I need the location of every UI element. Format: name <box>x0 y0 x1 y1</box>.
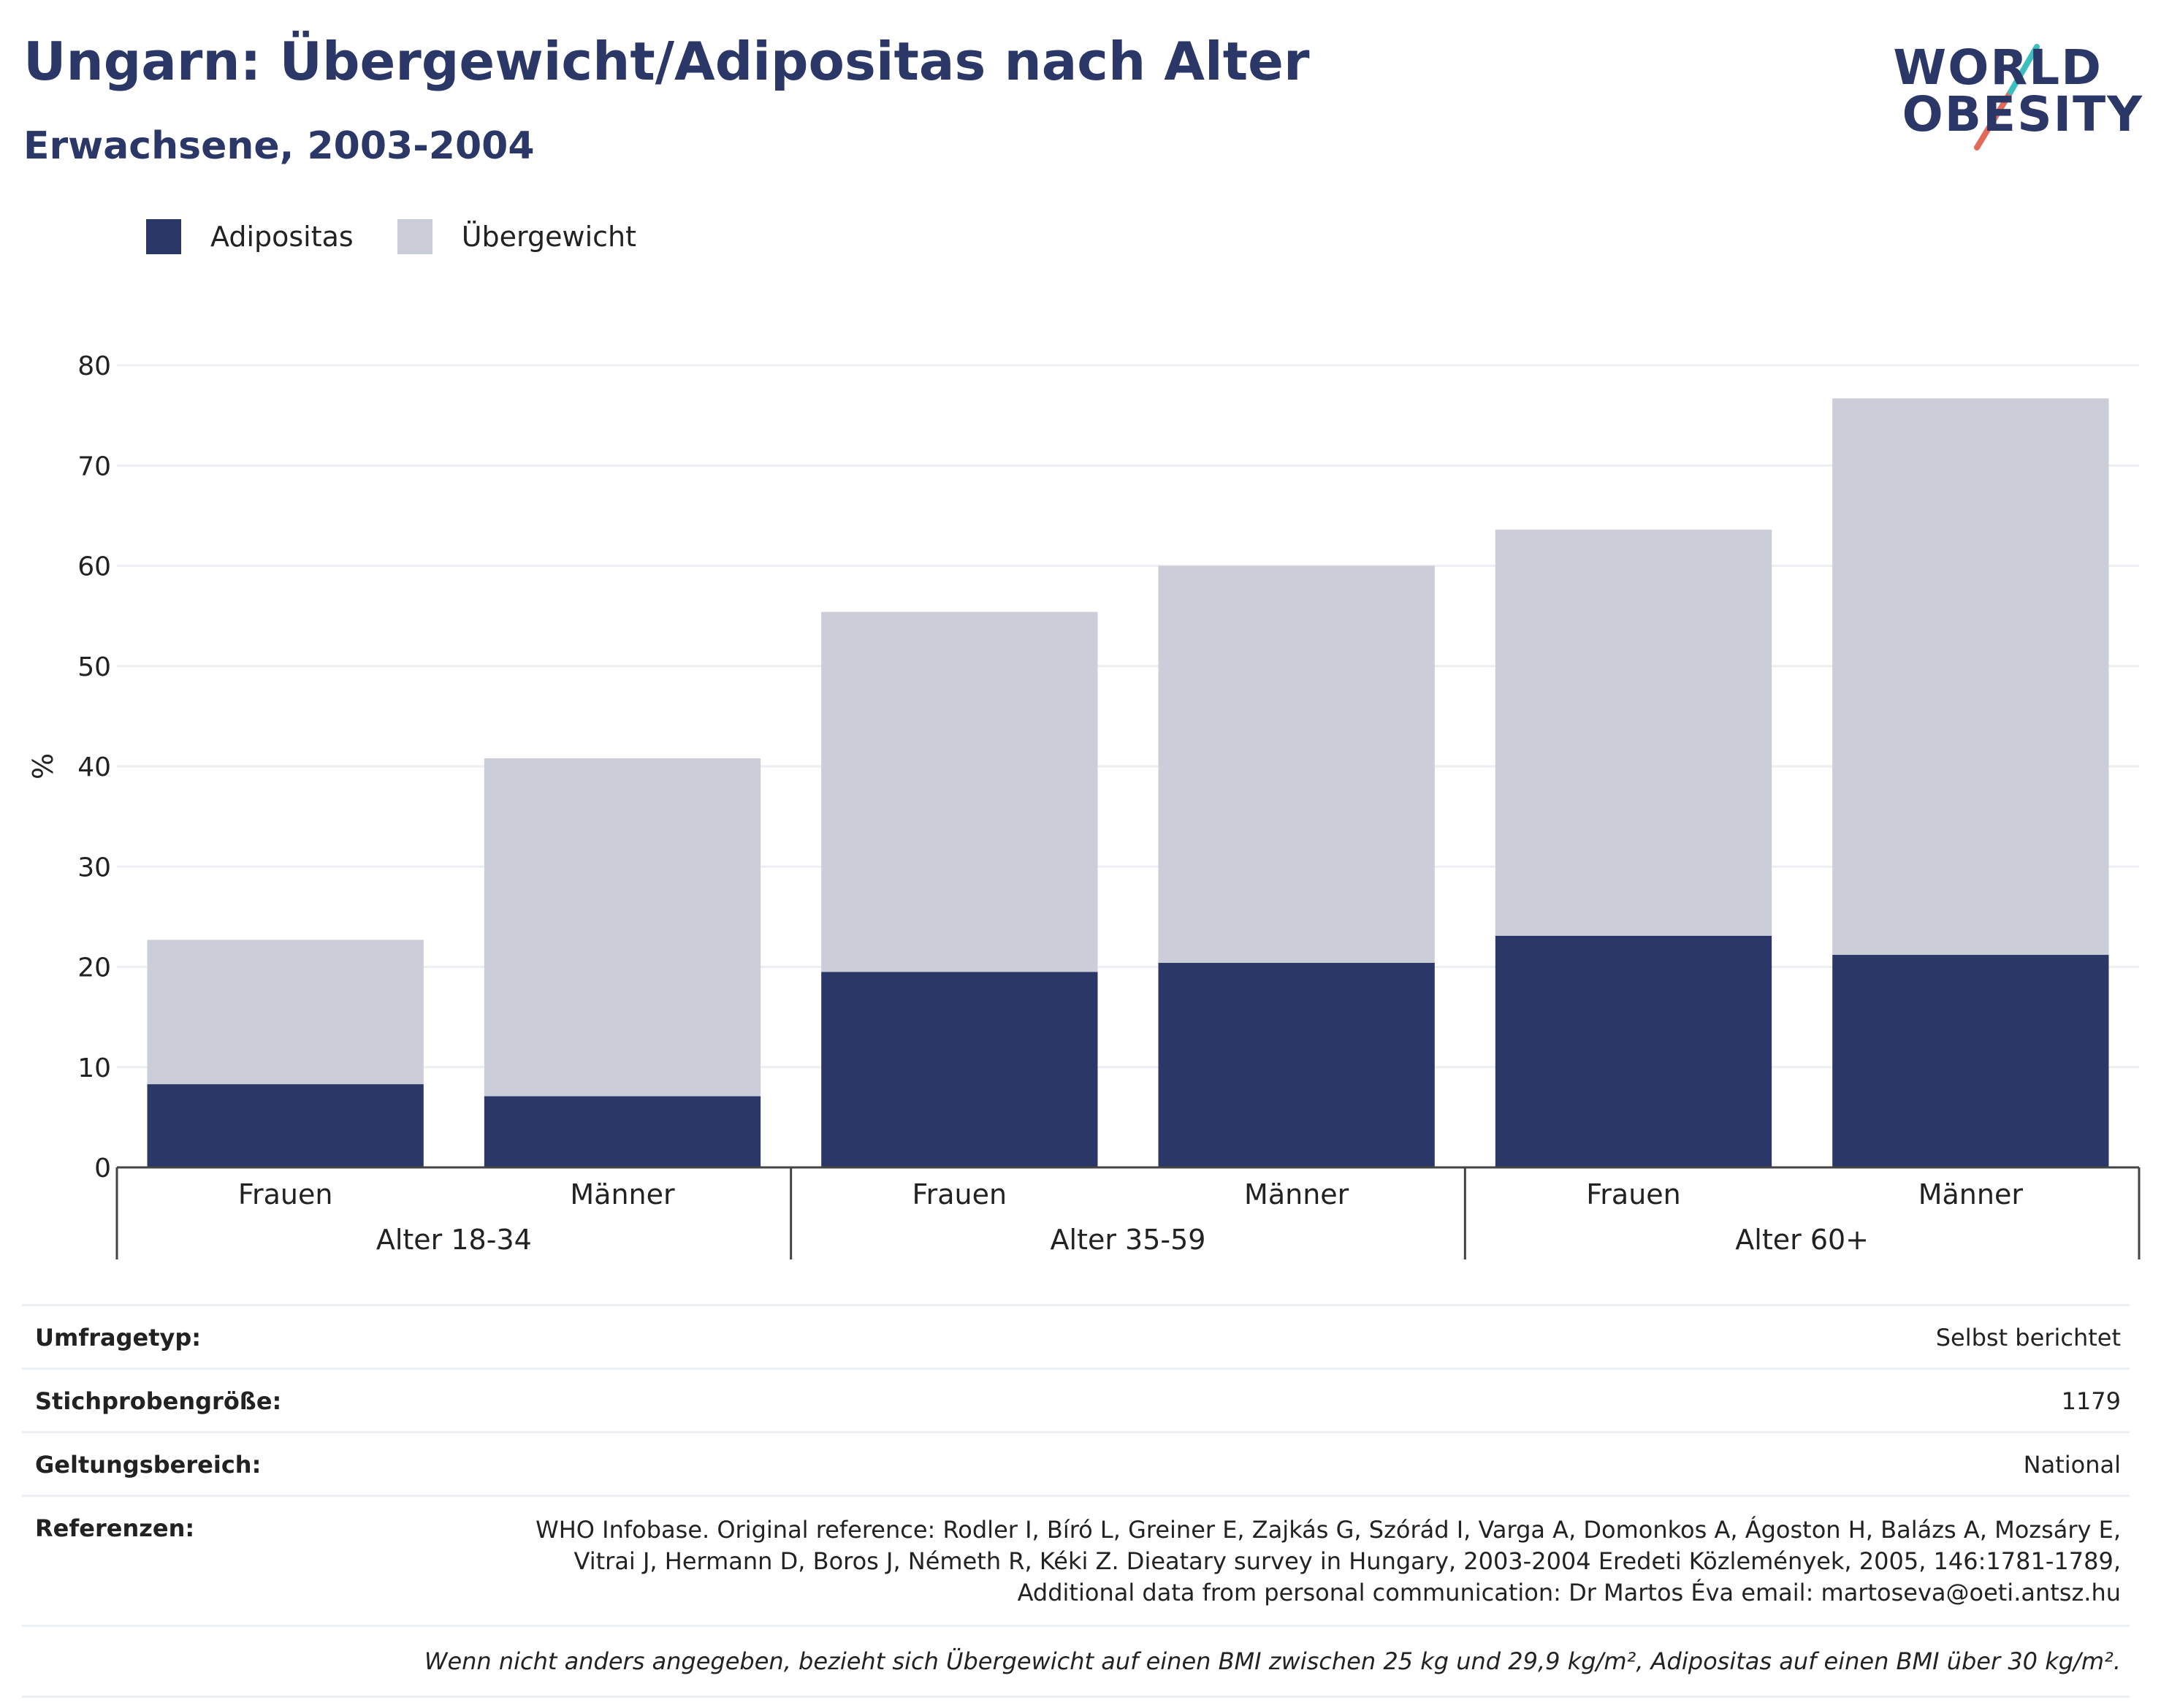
group-label: Alter 35-59 <box>1051 1224 1206 1256</box>
legend-label-uebergewicht: Übergewicht <box>461 221 636 253</box>
bar-adipositas <box>1495 935 1772 1167</box>
references-line-2: Vitrai J, Hermann D, Boros J, Németh R, … <box>573 1547 2121 1575</box>
y-tick-label: 20 <box>77 953 111 983</box>
bar-adipositas <box>147 1084 424 1167</box>
bar-uebergewicht <box>1832 398 2109 956</box>
logo-word-obesity: OBESITY <box>1902 86 2143 142</box>
bar-uebergewicht <box>1495 530 1772 936</box>
sample-size-label: Stichprobengröße: <box>35 1387 282 1415</box>
legend-item-uebergewicht: Übergewicht <box>397 219 636 254</box>
bar-chart: 0 10 20 30 40 50 60 70 80% Frauen Männer Frauen Männ… <box>27 351 2141 1259</box>
world-obesity-logo: WORLD OBESITY <box>1893 25 2143 156</box>
bar-adipositas <box>821 972 1098 1167</box>
y-tick-label: 0 <box>94 1154 111 1183</box>
bar-uebergewicht <box>147 939 424 1085</box>
bar-adipositas <box>484 1096 761 1167</box>
x-tick-label: Männer <box>1918 1178 2024 1211</box>
x-tick-label: Männer <box>1244 1178 1349 1211</box>
logo-slash-icon <box>1974 44 2040 150</box>
bar-adipositas <box>1832 955 2109 1167</box>
scope-value: National <box>2023 1451 2121 1479</box>
bar-adipositas <box>1158 963 1435 1167</box>
bar-uebergewicht <box>484 758 761 1097</box>
survey-type-label: Umfragetyp: <box>35 1324 202 1351</box>
logo-word-world: WORLD <box>1893 39 2103 96</box>
chart-legend: Adipositas Übergewicht <box>146 219 680 254</box>
y-tick-label: 10 <box>77 1053 111 1083</box>
group-label: Alter 60+ <box>1735 1224 1869 1256</box>
info-row-references: Referenzen: WHO Infobase. Original refer… <box>22 1495 2130 1625</box>
references-line-1: WHO Infobase. Original reference: Rodler… <box>536 1516 2121 1544</box>
references-value: WHO Infobase. Original reference: Rodler… <box>536 1514 2121 1609</box>
y-tick-label: 40 <box>77 752 111 782</box>
legend-item-adipositas: Adipositas <box>146 219 354 254</box>
y-tick-label: 50 <box>77 652 111 682</box>
x-tick-label: Frauen <box>912 1178 1007 1211</box>
sample-size-value: 1179 <box>2061 1387 2121 1415</box>
bmi-footnote: Wenn nicht anders angegeben, bezieht sic… <box>22 1625 2130 1698</box>
y-tick-label: 30 <box>77 853 111 882</box>
y-tick-label: 70 <box>77 451 111 481</box>
legend-swatch-uebergewicht <box>397 219 432 254</box>
legend-label-adipositas: Adipositas <box>210 221 354 253</box>
references-label: Referenzen: <box>35 1514 195 1542</box>
group-label: Alter 18-34 <box>376 1224 532 1256</box>
survey-type-value: Selbst berichtet <box>1935 1324 2121 1351</box>
scope-label: Geltungsbereich: <box>35 1451 262 1479</box>
y-tick-label: 80 <box>77 351 111 381</box>
info-table: Umfragetyp: Selbst berichtet Stichproben… <box>22 1304 2130 1698</box>
bar-uebergewicht <box>821 611 1098 972</box>
x-tick-label: Männer <box>570 1178 675 1211</box>
info-row-survey-type: Umfragetyp: Selbst berichtet <box>22 1304 2130 1368</box>
chart-subtitle: Erwachsene, 2003-2004 <box>23 124 535 168</box>
x-tick-label: Frauen <box>238 1178 333 1211</box>
x-tick-label: Frauen <box>1586 1178 1681 1211</box>
references-line-3: Additional data from personal communicat… <box>1017 1579 2121 1606</box>
chart-title: Ungarn: Übergewicht/Adipositas nach Alte… <box>23 31 1310 92</box>
legend-swatch-adipositas <box>146 219 181 254</box>
y-axis-label: % <box>27 753 59 779</box>
info-row-scope: Geltungsbereich: National <box>22 1431 2130 1495</box>
info-row-sample-size: Stichprobengröße: 1179 <box>22 1368 2130 1431</box>
bar-uebergewicht <box>1158 565 1435 964</box>
y-tick-label: 60 <box>77 552 111 582</box>
